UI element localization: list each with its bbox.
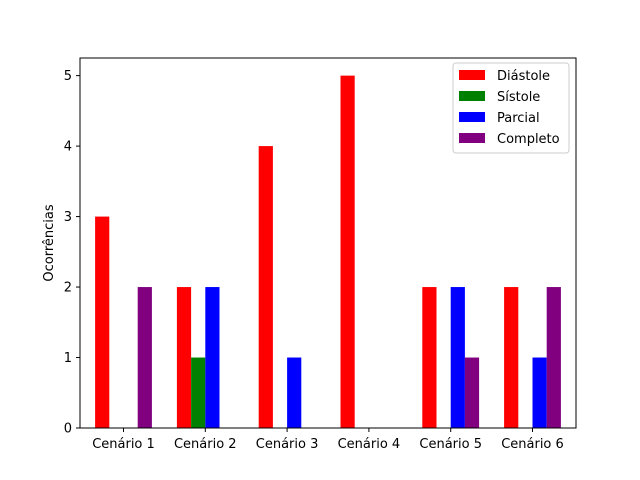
legend-label-diástole: Diástole <box>497 69 550 84</box>
x-tick-label: Cenário 6 <box>501 437 564 452</box>
legend-swatch-completo <box>459 133 485 143</box>
legend-swatch-diástole <box>459 70 485 80</box>
x-tick-label: Cenário 4 <box>338 437 401 452</box>
y-tick-label: 5 <box>64 69 72 84</box>
bar-parcial-2 <box>205 287 220 428</box>
bar-diástole-2 <box>176 287 192 428</box>
bar-completo-6 <box>546 287 561 428</box>
legend-label-sístole: Sístole <box>497 90 540 105</box>
bar-diástole-3 <box>258 146 273 428</box>
bar-diástole-5 <box>422 287 437 428</box>
bar-parcial-3 <box>287 357 302 428</box>
bar-diástole-4 <box>340 75 355 428</box>
x-tick-label: Cenário 3 <box>256 437 319 452</box>
legend: Diástole Sístole Parcial Completo <box>452 62 570 154</box>
legend-swatch-sístole <box>459 91 485 101</box>
y-tick-label: 0 <box>64 422 72 437</box>
y-axis-title: Ocorrências <box>42 204 57 281</box>
bar-diástole-6 <box>504 287 519 428</box>
x-tick-label: Cenário 1 <box>92 437 155 452</box>
y-tick-label: 2 <box>64 281 72 296</box>
y-tick-label: 4 <box>64 140 72 155</box>
x-tick-label: Cenário 2 <box>174 437 237 452</box>
y-tick-label: 3 <box>64 210 72 225</box>
legend-label-completo: Completo <box>497 132 560 147</box>
bar-diástole-1 <box>95 216 110 428</box>
bar-completo-5 <box>464 357 480 428</box>
axes-frame <box>79 57 577 429</box>
bar-sístole-2 <box>191 357 206 428</box>
bar-completo-1 <box>137 287 152 428</box>
x-axis: Cenário 1 Cenário 2 Cenário 3 Cenário 4 Cená… <box>92 428 564 452</box>
y-axis: 0 1 2 3 4 5 <box>64 69 80 437</box>
y-tick-label: 1 <box>64 351 72 366</box>
legend-swatch-parcial <box>459 112 485 122</box>
legend-label-parcial: Parcial <box>497 111 540 126</box>
bar-parcial-5 <box>450 287 465 428</box>
legend-box <box>452 62 570 154</box>
x-tick-label: Cenário 5 <box>419 437 482 452</box>
bars-layer <box>95 75 561 428</box>
bar-parcial-6 <box>532 357 547 428</box>
